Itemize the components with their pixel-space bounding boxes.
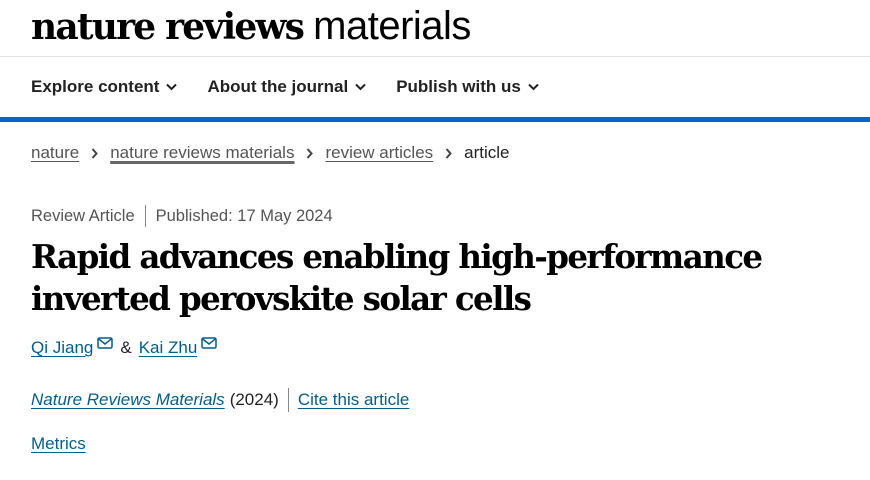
breadcrumb-review-articles[interactable]: review articles	[325, 143, 434, 162]
chevron-down-icon	[528, 83, 539, 91]
published-date: Published: 17 May 2024	[155, 206, 333, 225]
author-list: Qi Jiang & Kai Zhu	[31, 337, 218, 358]
cite-this-article-link[interactable]: Cite this article	[297, 390, 410, 409]
author-link[interactable]: Kai Zhu	[138, 338, 198, 357]
logo-brand-light: materials	[313, 4, 471, 48]
nav-item-label: Publish with us	[396, 77, 521, 96]
chevron-right-icon	[91, 147, 99, 159]
author-link[interactable]: Qi Jiang	[31, 338, 94, 357]
breadcrumb-current: article	[464, 143, 510, 162]
article-type: Review Article	[31, 206, 135, 225]
nav-explore-content[interactable]: Explore content	[31, 72, 178, 102]
metrics-link[interactable]: Metrics	[31, 434, 86, 453]
article-meta: Review Article Published: 17 May 2024	[31, 205, 333, 227]
meta-divider	[144, 205, 146, 227]
email-icon[interactable]	[201, 337, 218, 349]
author-joiner: &	[120, 338, 132, 357]
chevron-right-icon	[306, 147, 314, 159]
nav-item-label: About the journal	[207, 77, 349, 96]
citation-divider	[287, 388, 289, 412]
chevron-right-icon	[445, 147, 452, 159]
nav-publish-with-us[interactable]: Publish with us	[396, 72, 539, 102]
breadcrumb-nature[interactable]: nature	[31, 143, 80, 162]
journal-link[interactable]: Nature Reviews Materials	[31, 390, 225, 409]
email-icon[interactable]	[97, 337, 114, 349]
breadcrumb-journal[interactable]: nature reviews materials	[110, 143, 295, 162]
main-nav: Explore content About the journal Publis…	[31, 72, 539, 102]
breadcrumb: nature nature reviews materials review a…	[31, 143, 510, 163]
nav-item-label: Explore content	[31, 77, 160, 96]
accent-bar	[0, 117, 870, 122]
nav-about-journal[interactable]: About the journal	[207, 72, 366, 102]
citation-line: Nature Reviews Materials (2024) Cite thi…	[31, 388, 409, 412]
chevron-down-icon	[355, 83, 366, 91]
publication-year: (2024)	[229, 390, 279, 409]
article-title: Rapid advances enabling high-performance…	[31, 237, 763, 318]
chevron-down-icon	[166, 83, 178, 91]
journal-logo[interactable]: nature reviews materials	[31, 4, 471, 52]
logo-brand-bold: nature reviews	[31, 6, 305, 48]
header-divider	[0, 56, 870, 57]
